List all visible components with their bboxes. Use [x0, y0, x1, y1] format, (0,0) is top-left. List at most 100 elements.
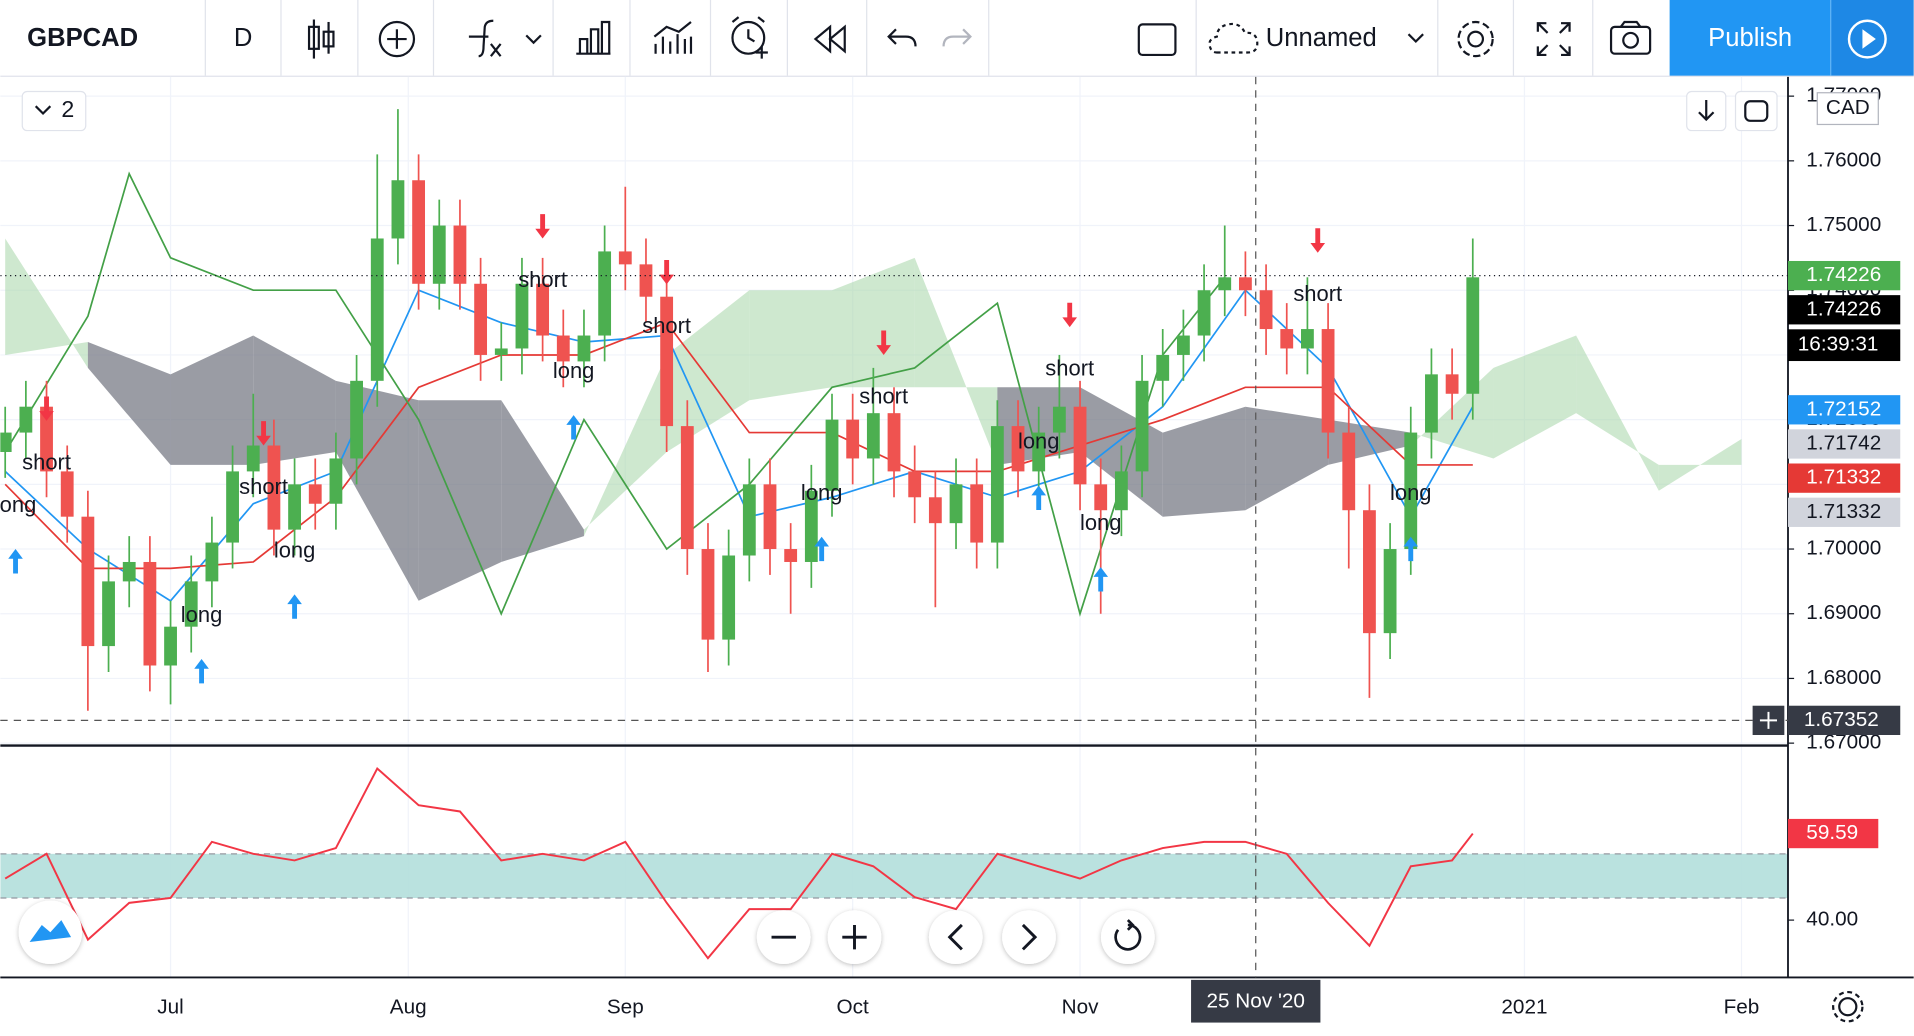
indicators-icon[interactable] — [468, 19, 542, 58]
rsi-last-label: 59.59 — [1806, 821, 1858, 844]
long-arrow — [1031, 485, 1047, 511]
candle-body — [226, 471, 239, 543]
candle — [0, 406, 12, 478]
candle — [846, 393, 860, 485]
currency: CAD — [1826, 96, 1870, 119]
reset-button[interactable] — [1100, 910, 1155, 965]
candle — [60, 445, 74, 543]
candle — [1425, 348, 1438, 459]
candle-body — [474, 283, 488, 355]
indicator-line — [4, 321, 1473, 570]
candle — [391, 109, 405, 265]
signal-label: short — [22, 449, 71, 474]
chevron — [34, 105, 52, 116]
axis-layer: 1.670001.680001.690001.700001.710001.720… — [157, 84, 1901, 1023]
candle-body — [81, 516, 95, 647]
publish-button[interactable] — [1669, 0, 1831, 76]
x-tick-label: Aug — [390, 995, 427, 1018]
replay-icon[interactable] — [813, 24, 846, 54]
candle — [102, 555, 115, 672]
candle-body — [598, 251, 612, 336]
signal-label: long — [1080, 510, 1122, 535]
snapshot-icon[interactable] — [1609, 20, 1652, 55]
candle — [1321, 303, 1335, 459]
candle-body — [60, 471, 74, 517]
crosshair-price-label: 1.67352 — [1804, 708, 1879, 731]
legend-toggle[interactable]: 2 — [21, 90, 87, 132]
cloud-segment — [5, 238, 88, 368]
interval[interactable]: D — [234, 24, 253, 52]
price-pane: short long long short long short long short long… — [0, 109, 1788, 711]
candle-body — [1425, 374, 1438, 433]
candle — [722, 529, 736, 666]
candle — [577, 309, 591, 388]
undo-icon[interactable] — [887, 28, 917, 47]
cloud-segment — [501, 400, 584, 562]
candle — [639, 238, 653, 323]
countdown-badge — [1787, 329, 1901, 362]
short-arrow — [535, 214, 550, 239]
candle — [267, 419, 281, 556]
signal-label: short — [518, 267, 567, 292]
candle-body — [536, 283, 550, 336]
candle — [990, 400, 1004, 569]
play-icon[interactable] — [1847, 19, 1887, 59]
candle-body — [370, 238, 384, 381]
redo-icon[interactable] — [942, 28, 972, 47]
candle — [1197, 264, 1211, 362]
plus-icon — [842, 924, 867, 950]
candle-body — [350, 380, 363, 459]
templates-icon[interactable] — [576, 20, 611, 55]
toolbar: GBPCAD D Unnamed Publish — [0, 0, 1914, 77]
cloud-segment — [1162, 406, 1246, 517]
candle — [515, 257, 529, 375]
layout-dropdown[interactable] — [1407, 33, 1424, 44]
arrow-down-icon — [1698, 100, 1715, 122]
x-tick-label: Jul — [157, 995, 184, 1018]
candle-body — [577, 335, 591, 362]
nav-controls — [18, 900, 1864, 1023]
time-settings[interactable] — [1832, 990, 1864, 1023]
signal-label: long — [801, 480, 843, 505]
short-arrow — [1062, 302, 1078, 328]
candle-body — [804, 490, 818, 562]
candle-body — [288, 484, 301, 530]
candle — [887, 387, 901, 498]
cloud-segment — [1245, 406, 1329, 511]
x-tick-label: Feb — [1724, 995, 1760, 1018]
fullscreen-icon[interactable] — [1536, 22, 1571, 57]
compare-icon[interactable] — [378, 20, 416, 58]
candle — [81, 490, 95, 711]
alert-icon[interactable] — [731, 16, 768, 59]
x-tick-label: Oct — [837, 995, 869, 1018]
candle — [784, 523, 798, 614]
cloud-segment — [749, 290, 833, 401]
publish-label[interactable]: Publish — [1708, 24, 1792, 52]
scroll-right-button[interactable] — [1002, 910, 1056, 965]
candle — [494, 322, 508, 381]
candle — [949, 458, 963, 550]
candle-body — [1383, 549, 1397, 634]
indicator-line — [4, 171, 1226, 617]
layout-name[interactable]: Unnamed — [1266, 24, 1377, 52]
candle-body — [825, 419, 839, 491]
cloud-segment — [1658, 439, 1742, 491]
x-tick-label: Nov — [1062, 995, 1100, 1018]
candle — [1383, 523, 1397, 660]
scroll-left-button[interactable] — [928, 910, 983, 965]
long-arrow — [814, 536, 829, 562]
candle — [19, 380, 33, 459]
legend-toggle-box[interactable] — [21, 90, 87, 132]
candle-body — [412, 180, 426, 284]
rsi-pane — [0, 766, 1788, 960]
candle-body — [164, 626, 177, 666]
fullscreen-box-icon[interactable] — [1137, 23, 1177, 57]
symbol[interactable]: GBPCAD — [27, 24, 138, 52]
candle-body — [556, 335, 570, 362]
maximize-button[interactable] — [1734, 90, 1778, 132]
candle-body — [1259, 290, 1273, 330]
candles-icon[interactable] — [307, 19, 335, 59]
candle-body — [680, 426, 694, 550]
financials-icon[interactable] — [653, 21, 693, 54]
currency-box[interactable] — [1816, 92, 1879, 126]
